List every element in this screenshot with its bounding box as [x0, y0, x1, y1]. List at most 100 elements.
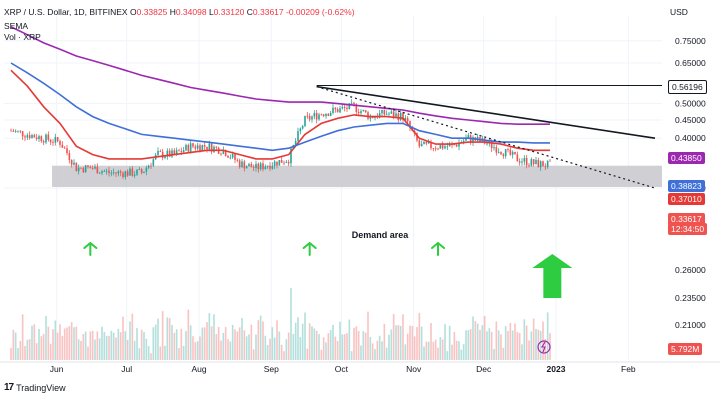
candle-body [416, 133, 418, 141]
price-tag: 0.56196 [668, 79, 707, 94]
candle-body [203, 145, 206, 147]
volume-bar [334, 336, 337, 360]
volume-bar [479, 329, 481, 360]
candle-body [192, 143, 194, 147]
candle-body [308, 115, 311, 120]
volume-bar [371, 343, 374, 360]
candle-body [182, 150, 185, 153]
ema-long-line[interactable] [10, 26, 550, 125]
candle-body [448, 144, 451, 147]
dotted-trendline[interactable] [316, 86, 656, 189]
candle-body [262, 163, 264, 170]
volume-bar [511, 330, 514, 360]
volume-bar [180, 328, 183, 360]
candle-body [357, 111, 360, 114]
demand-zone [52, 165, 662, 188]
volume-bar [350, 351, 353, 360]
volume-bar [227, 339, 229, 360]
candle-body [329, 112, 332, 116]
volume-bar [178, 348, 180, 360]
volume-bar [96, 331, 99, 360]
volume-bar [220, 340, 222, 360]
candle-body [514, 151, 516, 155]
volume-bar [397, 325, 400, 360]
volume-bar [80, 340, 82, 360]
up-arrow-icon [83, 242, 98, 256]
volume-bar [98, 338, 101, 360]
volume-bar [423, 346, 425, 360]
trendlines [316, 85, 662, 189]
candle-body [243, 161, 246, 169]
ohlc-values: O0.33825 H0.34098 L0.33120 C0.33617 [130, 7, 284, 17]
candle-body [348, 103, 351, 110]
indicator-ema-label[interactable]: SEMA [4, 21, 29, 31]
candle-body [73, 162, 75, 165]
volume-bar [486, 331, 488, 360]
resistance-trendline[interactable] [316, 85, 656, 140]
volume-bar [483, 315, 486, 360]
demand-area-label: Demand area [352, 230, 410, 240]
alert-icon[interactable] [537, 340, 551, 354]
candle-body [33, 135, 36, 138]
candle-body [397, 113, 400, 121]
candle-body [17, 130, 19, 132]
volume-bar [203, 327, 206, 360]
volume-bar [444, 324, 446, 360]
x-tick-label: Nov [406, 364, 422, 374]
volume-bar [283, 351, 285, 360]
ema-mid-line[interactable] [10, 62, 550, 152]
volume-bar [17, 348, 19, 360]
ema-short-line[interactable] [10, 69, 550, 160]
ohlc-value: 0.33825 [136, 7, 168, 17]
volume-bar [24, 346, 26, 360]
volume-bar [201, 327, 204, 360]
volume-bar [441, 339, 444, 360]
candle-body [150, 165, 152, 167]
volume-bar [91, 330, 94, 360]
volume-bar [231, 324, 234, 360]
ohlc-value: 0.34098 [175, 7, 207, 17]
volume-bar [47, 326, 50, 360]
x-tick-label: Jun [50, 364, 64, 374]
volume-bar [446, 351, 449, 360]
volume-bar [14, 332, 17, 360]
candle-body [423, 141, 425, 145]
volume-bar [154, 324, 157, 360]
volume-bar [35, 343, 38, 360]
candle-body [241, 161, 243, 168]
volume-bar [306, 348, 309, 360]
candle-body [525, 157, 528, 166]
volume-bars [10, 288, 551, 360]
volume-bar [516, 332, 519, 360]
candle-body [346, 107, 348, 110]
volume-bar [161, 311, 164, 360]
candle-body [220, 153, 222, 155]
volume-bar [504, 326, 507, 360]
candle-body [49, 139, 52, 143]
ohlc-key: L [206, 7, 214, 17]
volume-bar [500, 334, 502, 360]
indicator-volume-label[interactable]: Vol · XRP [4, 32, 41, 42]
candle-body [35, 137, 38, 140]
candle-body [250, 163, 253, 168]
volume-bar [187, 309, 190, 360]
ohlc-key: H [167, 7, 176, 17]
volume-bar [488, 328, 491, 360]
candle-body [266, 165, 269, 167]
tradingview-logo[interactable]: 17 TradingView [4, 382, 66, 393]
volume-bar [399, 326, 402, 360]
volume-bar [115, 337, 117, 360]
candle-body [31, 135, 33, 139]
volume-bar [271, 327, 274, 360]
y-tick-label: 0.21000 [675, 320, 706, 330]
candle-body [164, 156, 166, 158]
x-axis: Jun Jul Aug Sep Oct Nov Dec 2023 Feb [0, 361, 720, 374]
volume-bar [189, 325, 192, 360]
volume-bar [278, 331, 281, 360]
candle-body [77, 167, 80, 172]
candle-body [420, 144, 423, 147]
candle-body [539, 161, 542, 168]
candle-body [196, 145, 199, 149]
candle-body [322, 114, 325, 117]
